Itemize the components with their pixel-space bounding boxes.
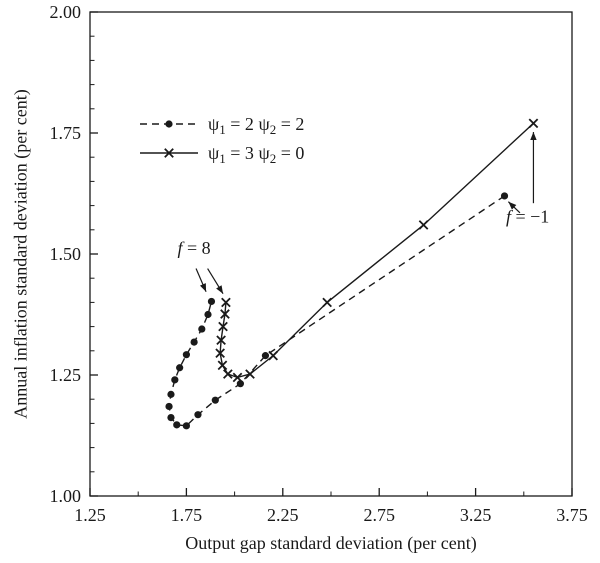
circle-marker xyxy=(198,325,206,333)
y-axis-title: Annual inflation standard deviation (per… xyxy=(10,89,31,419)
x-marker xyxy=(268,350,278,361)
circle-marker xyxy=(182,351,190,359)
series-line-psi-2-2 xyxy=(168,195,505,427)
x-marker xyxy=(215,348,225,359)
x-marker xyxy=(221,297,231,308)
circle-marker xyxy=(261,352,270,360)
x-marker xyxy=(528,118,539,129)
circle-marker xyxy=(236,380,244,388)
plot-frame xyxy=(89,11,573,497)
y-tick-label: 1.25 xyxy=(50,365,82,385)
x-marker xyxy=(232,372,243,383)
x-marker xyxy=(218,321,228,332)
annotation-label: f = −1 xyxy=(506,207,549,227)
annotation-0: f = 8 xyxy=(178,238,224,295)
circle-marker xyxy=(207,297,216,306)
x-tick-label: 3.75 xyxy=(556,505,588,525)
y-tick-label: 1.00 xyxy=(50,486,82,506)
x-tick-label: 1.75 xyxy=(171,505,203,525)
x-marker xyxy=(216,335,226,345)
x-marker xyxy=(322,297,332,308)
circle-marker xyxy=(204,310,212,319)
circle-marker xyxy=(182,422,190,430)
legend-entry-psi-2-2: ψ1 = 2 ψ2 = 2 xyxy=(208,114,304,137)
circle-marker xyxy=(167,413,175,422)
y-tick-label: 1.50 xyxy=(50,244,82,264)
circle-marker xyxy=(167,390,175,398)
x-marker xyxy=(245,369,255,379)
y-tick-label: 2.00 xyxy=(50,2,82,22)
circle-marker xyxy=(211,396,219,404)
x-axis-title: Output gap standard deviation (per cent) xyxy=(185,533,477,553)
circle-marker xyxy=(165,120,173,128)
circle-marker xyxy=(173,421,181,429)
circle-marker xyxy=(194,411,202,419)
annotation-label: f = 8 xyxy=(178,238,211,258)
x-marker xyxy=(223,369,233,379)
y-axis: 1.00 1.25 1.50 1.75 2.00 xyxy=(50,2,98,506)
x-marker xyxy=(217,360,228,371)
x-tick-label: 1.25 xyxy=(74,505,106,525)
x-tick-label: 2.75 xyxy=(363,505,395,525)
y-tick-label: 1.75 xyxy=(50,123,82,143)
x-marker xyxy=(164,148,174,158)
legend: ψ1 = 2 ψ2 = 2 ψ1 = 3 ψ2 = 0 xyxy=(140,114,304,166)
circle-marker xyxy=(171,376,179,384)
series-psi-2-2 xyxy=(165,192,509,430)
annotation-1: f = −1 xyxy=(506,132,549,227)
legend-entry-psi-3-0: ψ1 = 3 ψ2 = 0 xyxy=(208,143,304,166)
circle-marker xyxy=(500,192,509,200)
x-marker xyxy=(220,309,230,319)
series-psi-3-0 xyxy=(215,118,539,383)
circle-marker xyxy=(165,402,173,411)
x-marker xyxy=(418,220,429,230)
circle-marker xyxy=(190,338,198,346)
circle-marker xyxy=(176,364,184,372)
x-axis: 1.25 1.75 2.25 2.75 3.25 3.75 xyxy=(74,488,588,525)
x-tick-label: 3.25 xyxy=(460,505,492,525)
x-tick-label: 2.25 xyxy=(267,505,299,525)
